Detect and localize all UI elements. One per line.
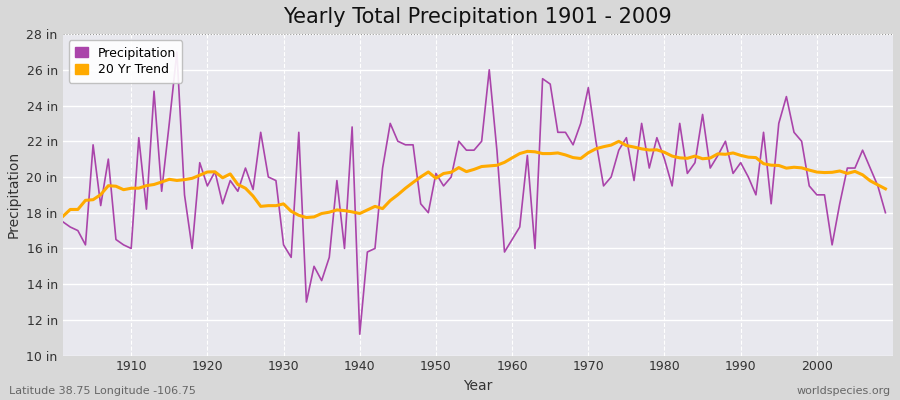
20 Yr Trend xyxy=(514,151,525,156)
20 Yr Trend xyxy=(301,215,311,220)
20 Yr Trend xyxy=(118,187,129,192)
Precipitation xyxy=(293,130,304,135)
Precipitation xyxy=(614,148,625,152)
Precipitation xyxy=(172,50,183,54)
Line: Precipitation: Precipitation xyxy=(63,52,886,334)
20 Yr Trend xyxy=(614,139,625,144)
Precipitation xyxy=(339,246,350,251)
Precipitation xyxy=(58,219,68,224)
Line: 20 Yr Trend: 20 Yr Trend xyxy=(63,141,886,218)
Precipitation xyxy=(514,225,525,230)
Precipitation xyxy=(118,242,129,247)
20 Yr Trend xyxy=(880,186,891,191)
20 Yr Trend xyxy=(286,209,297,214)
20 Yr Trend xyxy=(606,143,616,148)
Legend: Precipitation, 20 Yr Trend: Precipitation, 20 Yr Trend xyxy=(69,40,182,82)
20 Yr Trend xyxy=(507,156,517,160)
Title: Yearly Total Precipitation 1901 - 2009: Yearly Total Precipitation 1901 - 2009 xyxy=(284,7,672,27)
20 Yr Trend xyxy=(58,214,68,219)
X-axis label: Year: Year xyxy=(464,379,492,393)
Precipitation xyxy=(522,153,533,158)
Precipitation xyxy=(355,332,365,337)
Precipitation xyxy=(880,210,891,215)
Y-axis label: Precipitation: Precipitation xyxy=(7,151,21,238)
Text: worldspecies.org: worldspecies.org xyxy=(796,386,891,396)
Text: Latitude 38.75 Longitude -106.75: Latitude 38.75 Longitude -106.75 xyxy=(9,386,196,396)
20 Yr Trend xyxy=(339,208,350,213)
